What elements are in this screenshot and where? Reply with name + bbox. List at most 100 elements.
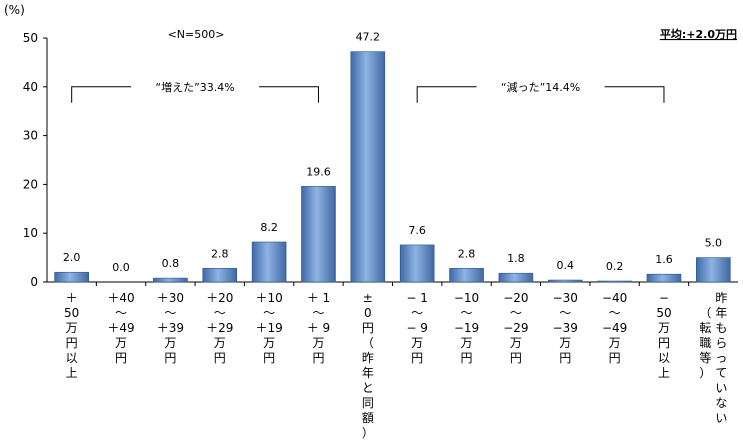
category-label: 円 [609,351,621,365]
category-label: 50 [656,306,671,320]
category-label: 円 [115,351,127,365]
bar [153,277,188,283]
category-label: 〜 [214,306,226,320]
category-label: 万 [214,336,226,350]
category-label: 万 [312,336,324,350]
y-tick-label: 30 [23,129,38,143]
group-bracket [259,86,319,103]
bar [202,268,238,283]
category-label: と [362,381,374,395]
category-label: −30 [553,291,578,305]
category-label: ＋49 [107,321,134,335]
bars: 2.0 0.0 0.8 2.8 8.2 19.6 47.2 7.6 2.8 1.8 0.4 0.2 1.… [54,31,731,283]
data-label: 19.6 [306,165,331,178]
category-label: 円 [263,351,275,365]
bar [449,268,484,283]
group-label: “減った”14.4% [501,80,580,94]
bar [399,244,435,283]
bar [646,273,682,283]
category-label: 万 [609,336,621,350]
category-label: 万 [461,336,473,350]
category-label: ± [363,291,373,305]
category-label: 年 [715,306,727,320]
category-label: 〜 [461,306,473,320]
category-label: 円 [411,351,423,365]
bar [301,186,336,283]
category-label: ＋40 [107,291,134,305]
category-label: 万 [658,321,670,335]
category-label: 上 [658,366,670,380]
category-label: −10 [454,291,479,305]
category-label: ＋30 [157,291,184,305]
category-label: 万 [164,336,176,350]
bar [350,51,386,283]
category-label: 万 [115,336,127,350]
data-label: 2.0 [63,251,81,264]
group-bracket [604,86,665,103]
data-label: 5.0 [705,237,723,250]
category-label: −29 [503,321,528,335]
category-label: 円 [658,336,670,350]
category-label: 昨 [715,291,727,305]
category-label: − 9 [406,321,428,335]
category-label: ＋ 9 [307,321,330,335]
y-tick-label: 10 [23,226,38,240]
data-label: 2.8 [211,247,229,260]
y-tick-label: 0 [30,275,38,289]
category-label: な [715,396,727,410]
category-label: 〜 [609,306,621,320]
category-label: も [715,321,727,335]
bar [597,280,632,283]
sample-size-note: <N=500> [168,28,225,41]
y-tick-label: 40 [23,80,38,94]
category-label: 〜 [411,306,423,320]
category-label: 円 [312,351,324,365]
category-label: ＋20 [206,291,233,305]
category-label: 職 [699,336,711,350]
category-label: 万 [66,321,78,335]
data-label: 2.8 [458,247,476,260]
category-label: 上 [66,366,78,380]
data-label: 1.8 [507,252,525,265]
category-label: 円 [510,351,522,365]
category-label: 額 [362,411,374,425]
category-label: 転 [699,321,711,335]
category-label: 〜 [312,306,324,320]
category-label: 万 [263,336,275,350]
group-brackets: “増えた”33.4% “減った”14.4% [71,80,665,103]
data-label: 0.0 [112,261,130,274]
category-label: 〜 [510,306,522,320]
category-label: 万 [411,336,423,350]
category-label: −49 [602,321,627,335]
average-note: 平均:+2.0万円 [660,27,737,41]
category-label: 円 [559,351,571,365]
category-label: 以 [66,351,78,365]
category-label: ＋39 [157,321,184,335]
category-labels: ＋50万円以上＋40〜＋49万円＋30〜＋39万円＋20〜＋29万円＋10〜＋1… [64,291,727,440]
category-label: 年 [362,366,374,380]
bar [251,241,287,283]
data-label: 47.2 [356,31,381,44]
category-label: ＋19 [255,321,282,335]
category-label: （ [699,306,711,320]
data-label: 7.6 [408,224,426,237]
bar [696,257,731,283]
category-label: −39 [553,321,578,335]
data-label: 1.6 [655,253,673,266]
bar [498,272,534,283]
group-label: “増えた”33.4% [155,81,234,94]
category-label: 円 [66,336,78,350]
category-label: ） [362,426,374,440]
category-label: い [715,411,727,425]
category-label: 円 [461,351,473,365]
category-label: て [715,366,727,380]
category-label: ら [715,336,727,350]
category-label: 0 [364,306,372,320]
y-tick-label: 50 [23,31,38,45]
category-label: 円 [214,351,226,365]
y-tick-label: 20 [23,177,38,191]
category-label: 〜 [263,306,275,320]
category-label: 〜 [115,306,127,320]
y-axis-unit: (%) [4,3,25,17]
